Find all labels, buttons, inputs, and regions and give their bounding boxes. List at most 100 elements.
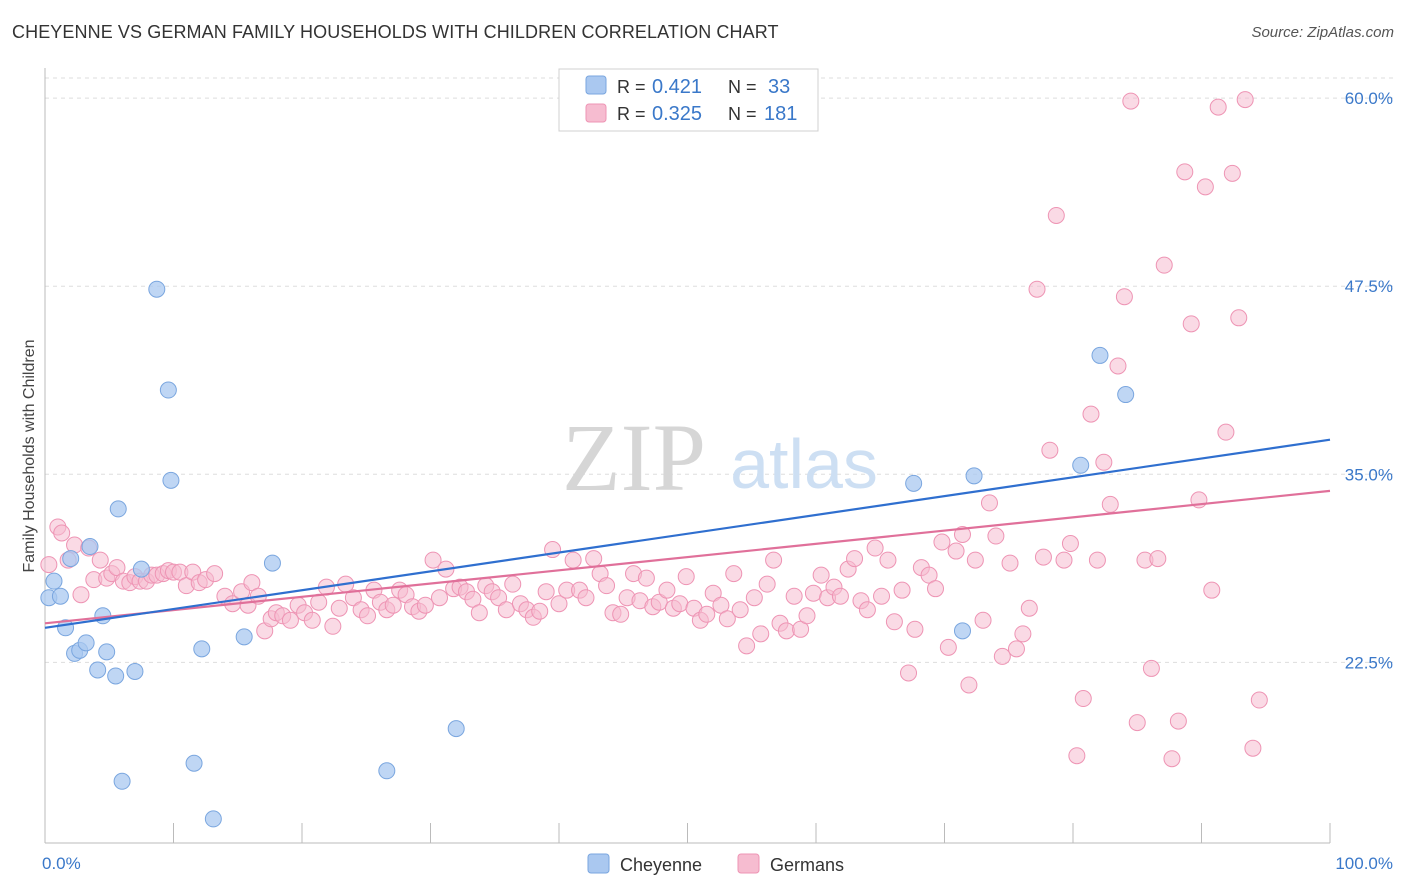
cheyenne-point — [51, 587, 69, 605]
series-legend: Cheyenne Germans — [587, 853, 844, 875]
germans-point — [1034, 548, 1052, 566]
y-tick-label: 47.5% — [1345, 277, 1393, 296]
germans-point — [993, 647, 1011, 665]
legend-swatch-germans — [585, 103, 607, 123]
germans-point — [91, 551, 109, 569]
germans-point — [900, 664, 918, 682]
germans-point — [1142, 659, 1160, 677]
germans-point — [1196, 178, 1214, 196]
cheyenne-point — [965, 467, 983, 485]
cheyenne-point — [107, 667, 125, 685]
germans-point — [752, 625, 770, 643]
cheyenne-point — [263, 554, 281, 572]
x-tick-label: 100.0% — [1335, 854, 1393, 873]
cheyenne-point — [905, 474, 923, 492]
legend-n-value-2: 181 — [764, 103, 797, 125]
germans-point — [777, 622, 795, 640]
germans-point — [1155, 256, 1173, 274]
germans-point — [731, 601, 749, 619]
germans-point — [765, 551, 783, 569]
cheyenne-point — [162, 471, 180, 489]
germans-point — [1203, 581, 1221, 599]
germans-point — [1209, 98, 1227, 116]
cheyenne-point — [148, 280, 166, 298]
germans-point — [1109, 357, 1127, 375]
cheyenne-point — [81, 538, 99, 556]
germans-point — [1041, 441, 1059, 459]
germans-point — [906, 620, 924, 638]
germans-point — [424, 551, 442, 569]
cheyenne-point — [1091, 346, 1109, 364]
germans-point — [858, 601, 876, 619]
germans-point — [324, 617, 342, 635]
germans-point — [1176, 163, 1194, 181]
source-credit: Source: ZipAtlas.com — [1251, 24, 1394, 41]
cheyenne-point — [98, 643, 116, 661]
germans-point — [1061, 535, 1079, 553]
cheyenne-point — [378, 762, 396, 780]
x-tick-label: 0.0% — [42, 854, 81, 873]
germans-point — [344, 589, 362, 607]
germans-point — [1250, 691, 1268, 709]
germans-point — [384, 596, 402, 614]
germans-point — [1082, 405, 1100, 423]
germans-point — [497, 601, 515, 619]
cheyenne-point — [89, 661, 107, 679]
germans-point — [1115, 288, 1133, 306]
germans-point — [758, 575, 776, 593]
germans-point — [846, 550, 864, 568]
y-axis-label: Family Households with Children — [21, 340, 38, 573]
germans-point — [947, 542, 965, 560]
germans-point — [650, 593, 668, 611]
germans-point — [893, 581, 911, 599]
y-tick-label: 60.0% — [1345, 89, 1393, 108]
series-swatch-germans — [737, 853, 760, 874]
germans-point — [637, 569, 655, 587]
germans-point — [1028, 280, 1046, 298]
cheyenne-point — [132, 560, 150, 578]
axes: 22.5% 35.0% 47.5% 60.0% 0.0% 100.0% — [42, 68, 1393, 873]
correlation-legend: R = 0.421 N = 33 R = 0.325 N = 181 — [558, 68, 819, 132]
germans-point — [612, 605, 630, 623]
germans-point — [939, 638, 957, 656]
germans-point — [1095, 453, 1113, 471]
germans-point — [885, 613, 903, 631]
germans-point — [585, 550, 603, 568]
cheyenne-points — [40, 280, 1135, 828]
germans-point — [281, 611, 299, 629]
germans-point — [1217, 423, 1235, 441]
germans-point — [206, 565, 224, 583]
germans-point — [987, 527, 1005, 545]
legend-n-label-2: N = — [728, 104, 757, 124]
germans-point — [704, 584, 722, 602]
series-swatch-cheyenne — [587, 853, 610, 874]
germans-point — [416, 596, 434, 614]
germans-point — [671, 595, 689, 613]
watermark-atlas: atlas — [730, 425, 878, 503]
germans-point — [980, 494, 998, 512]
watermark-zip: ZIP — [562, 404, 706, 511]
legend-swatch-cheyenne — [585, 75, 607, 95]
germans-point — [1014, 625, 1032, 643]
germans-point — [933, 533, 951, 551]
germans-point — [812, 566, 830, 584]
germans-point — [1047, 206, 1065, 224]
germans-point — [873, 587, 891, 605]
germans-point — [1163, 750, 1181, 768]
legend-n-value-1: 33 — [768, 76, 790, 98]
legend-r-value-1: 0.421 — [652, 76, 702, 98]
germans-point — [1001, 554, 1019, 572]
y-tick-label: 22.5% — [1345, 653, 1393, 672]
cheyenne-point — [185, 754, 203, 772]
germans-point — [960, 676, 978, 694]
legend-r-label-2: R = — [617, 104, 646, 124]
cheyenne-point — [1072, 456, 1090, 474]
germans-point — [1149, 550, 1167, 568]
series-label-germans: Germans — [770, 855, 844, 875]
germans-point — [490, 589, 508, 607]
germans-point — [974, 611, 992, 629]
germans-point — [1236, 91, 1254, 109]
germans-point — [831, 587, 849, 605]
germans-point — [1055, 551, 1073, 569]
cheyenne-point — [447, 720, 465, 738]
